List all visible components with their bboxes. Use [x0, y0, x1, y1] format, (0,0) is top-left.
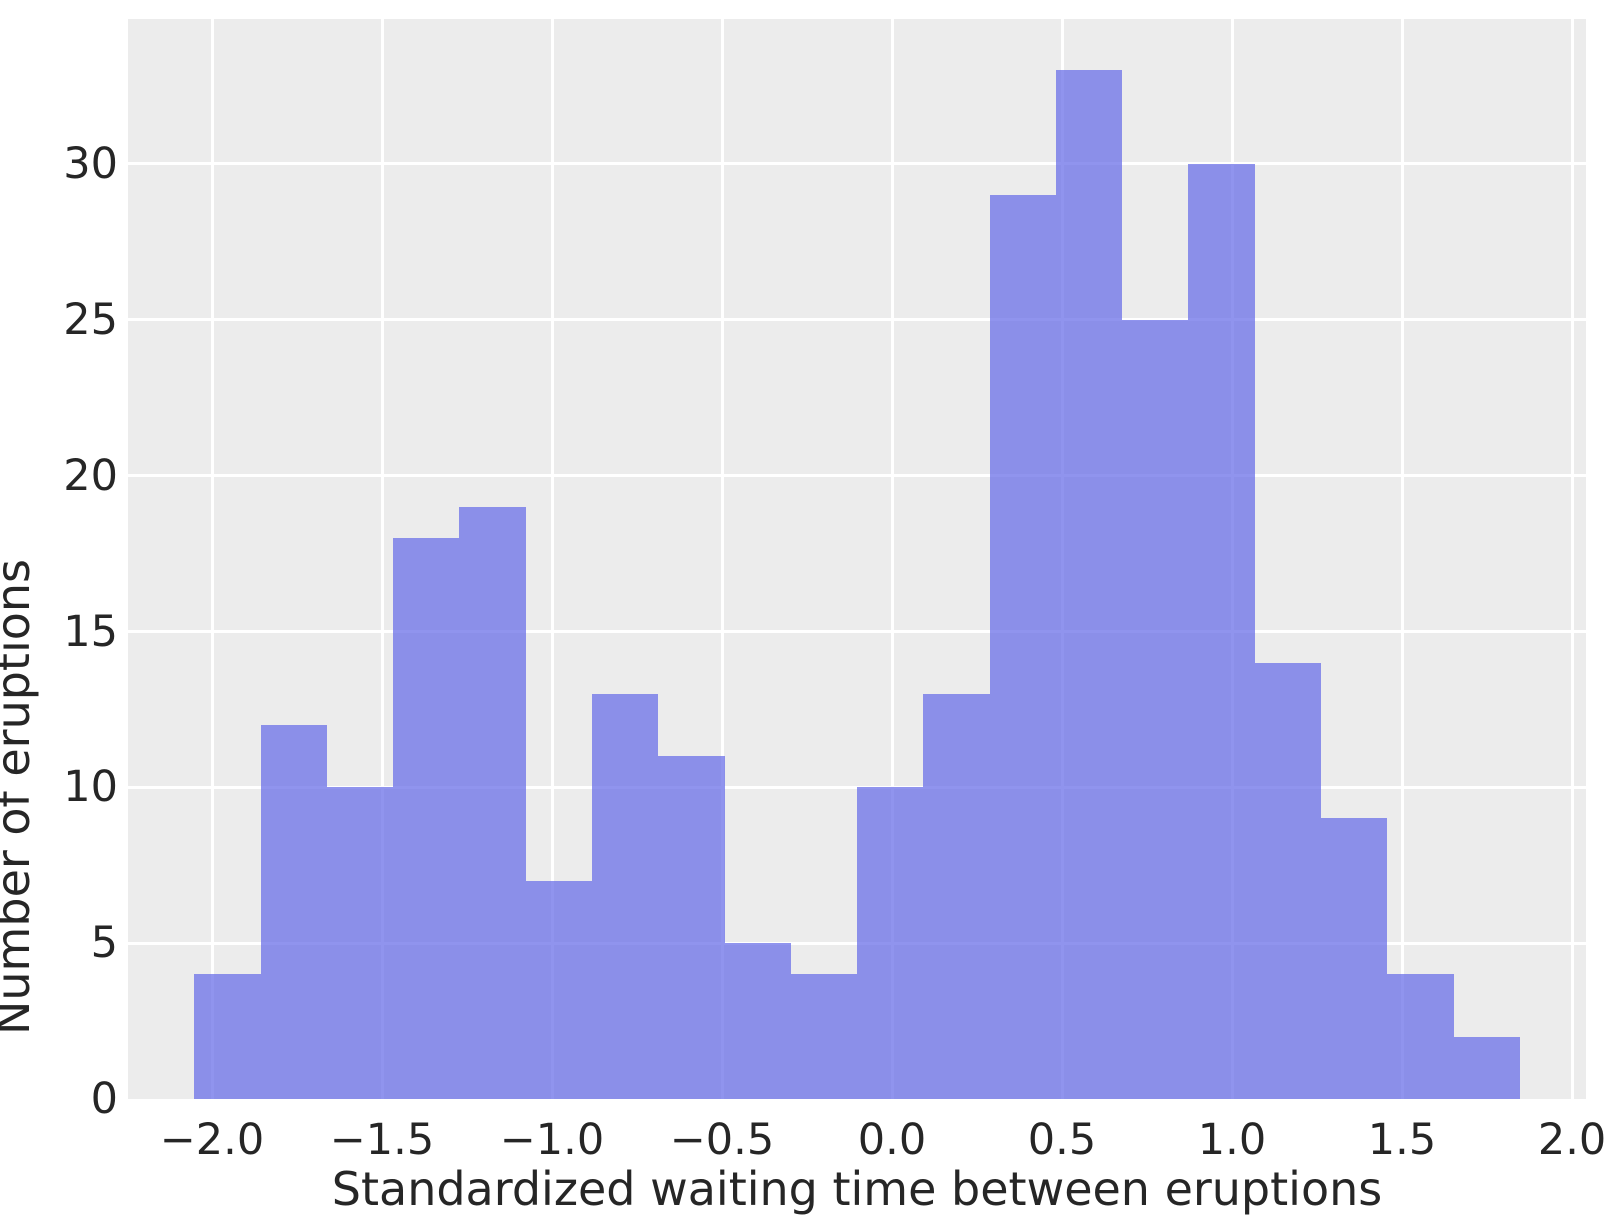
histogram-bar: [1188, 163, 1255, 1099]
gridline-vertical: [380, 19, 384, 1099]
gridline-vertical: [1400, 19, 1404, 1099]
histogram-bar: [525, 880, 592, 1099]
x-tick-label: −1.0: [499, 1115, 605, 1165]
x-tick-label: −0.5: [669, 1115, 775, 1165]
gridline-vertical: [720, 19, 724, 1099]
gridline-horizontal: [128, 474, 1586, 478]
x-tick-label: 0.5: [1027, 1115, 1097, 1165]
gridline-horizontal: [128, 162, 1586, 166]
histogram-bar: [989, 195, 1056, 1099]
gridline-horizontal: [128, 941, 1586, 945]
gridline-horizontal: [128, 318, 1586, 322]
y-tick-label: 10: [63, 762, 118, 813]
x-axis-label: Standardized waiting time between erupti…: [331, 1162, 1383, 1216]
histogram-bar: [1321, 818, 1388, 1099]
gridline-horizontal: [128, 630, 1586, 633]
histogram-bar: [923, 693, 990, 1099]
histogram-bar: [591, 693, 659, 1099]
plot-area: [128, 19, 1586, 1099]
gridline-vertical: [890, 19, 894, 1099]
y-tick-label: 20: [63, 450, 118, 501]
x-tick-label: −1.5: [329, 1115, 435, 1165]
histogram-bar: [194, 974, 261, 1099]
gridline-horizontal: [128, 785, 1586, 789]
gridline-vertical: [550, 19, 554, 1099]
histogram-bar: [1387, 974, 1454, 1099]
x-tick-label: −2.0: [159, 1115, 265, 1165]
histogram-bar: [260, 724, 327, 1099]
histogram-bar: [1254, 662, 1322, 1099]
gridline-vertical: [210, 19, 214, 1099]
histogram-bar: [393, 537, 460, 1099]
y-tick-label: 25: [63, 294, 118, 345]
x-tick-label: 1.5: [1367, 1115, 1437, 1165]
x-tick-label: 1.0: [1197, 1115, 1267, 1165]
y-tick-label: 5: [90, 918, 118, 969]
gridline-vertical: [1570, 19, 1574, 1099]
histogram-bar: [459, 506, 526, 1099]
y-tick-label: 0: [90, 1074, 118, 1124]
histogram-bar: [724, 943, 791, 1099]
histogram-bar: [326, 787, 394, 1099]
histogram-bar: [1122, 319, 1189, 1099]
y-tick-label: 30: [63, 138, 118, 189]
x-tick-label: 2.0: [1537, 1115, 1607, 1165]
histogram-bar: [790, 974, 858, 1099]
histogram-bar: [1055, 70, 1123, 1099]
histogram-bar: [658, 756, 725, 1099]
y-axis-label-text: Number of eruptions: [0, 558, 40, 1036]
histogram-bar: [1453, 1036, 1520, 1099]
y-tick-label: 15: [63, 606, 118, 657]
x-tick-label: 0.0: [857, 1115, 927, 1165]
histogram-bar: [857, 787, 924, 1099]
